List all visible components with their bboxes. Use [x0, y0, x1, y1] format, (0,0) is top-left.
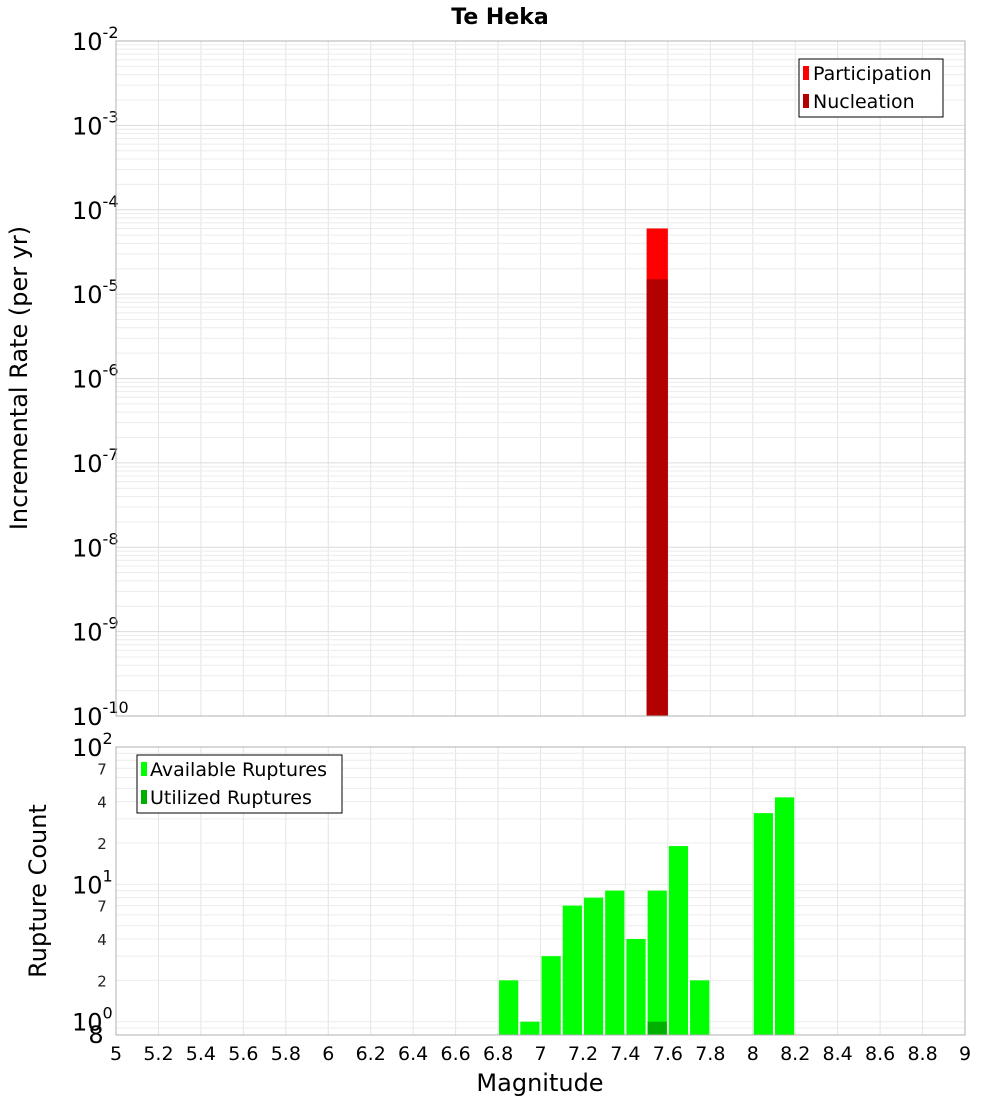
y-minor-tick-label: 7	[97, 760, 107, 778]
y-tick-label: 10-8	[72, 529, 119, 562]
x-tick-label: 6.2	[356, 1043, 386, 1065]
bar-available-ruptures	[605, 890, 625, 1035]
x-tick-label: 7.4	[610, 1043, 640, 1065]
count-panel: 100 101 102 8 2 4 7 2 4 7 5 5.2 5.4 5.6 5.8 6 6.2 6.4 6.6…	[24, 729, 971, 1097]
x-tick-label: 7.2	[568, 1043, 598, 1065]
legend-label-utilized-ruptures: Utilized Ruptures	[150, 787, 312, 809]
x-tick-label: 8.6	[865, 1043, 895, 1065]
count-legend-box	[136, 754, 343, 814]
y-tick-label: 10-6	[72, 361, 119, 394]
x-tick-label: 6.8	[483, 1043, 513, 1065]
y-minor-tick-label: 7	[97, 898, 107, 916]
count-bars	[499, 797, 795, 1035]
bar-available-ruptures	[668, 846, 689, 1035]
count-y-axis-label: Rupture Count	[24, 804, 52, 978]
bar-available-ruptures	[690, 980, 710, 1035]
bar-available-ruptures	[626, 939, 646, 1035]
y-tick-label: 100	[72, 1004, 113, 1037]
x-tick-label: 5.6	[228, 1043, 258, 1065]
chart-title: Te Heka	[451, 5, 548, 30]
y-tick-label: 10-10	[72, 698, 129, 731]
x-tick-label: 7	[534, 1043, 546, 1065]
x-tick-label: 8.8	[907, 1043, 937, 1065]
legend-swatch-available-ruptures	[141, 762, 147, 776]
y-tick-label: 10-9	[72, 614, 119, 647]
legend-swatch-nucleation	[803, 94, 809, 108]
y-tick-label: 10-3	[72, 107, 119, 140]
x-tick-label: 8.2	[780, 1043, 810, 1065]
bar-nucleation	[646, 279, 668, 716]
y-tick-label: 10-7	[72, 445, 119, 478]
bar-available-ruptures	[583, 897, 604, 1035]
legend-label-participation: Participation	[813, 63, 932, 85]
x-tick-label: 5	[110, 1043, 122, 1065]
x-tick-label: 8.4	[823, 1043, 853, 1065]
x-tick-labels: 5 5.2 5.4 5.6 5.8 6 6.2 6.4 6.6 6.8 7 7.2 7.4 7.6 7.8 8…	[110, 1043, 971, 1065]
legend-label-available-ruptures: Available Ruptures	[150, 759, 327, 781]
x-tick-label: 6.6	[440, 1043, 470, 1065]
legend-swatch-participation	[803, 66, 809, 80]
y-tick-label: 101	[72, 866, 113, 899]
x-tick-label: 8	[747, 1043, 759, 1065]
legend-swatch-utilized-ruptures	[141, 790, 147, 804]
x-tick-label: 9	[959, 1043, 971, 1065]
x-tick-label: 7.8	[695, 1043, 725, 1065]
x-tick-label: 6	[322, 1043, 334, 1065]
y-minor-tick-label: 2	[97, 835, 107, 853]
rate-grid	[115, 41, 966, 717]
x-tick-label: 5.2	[143, 1043, 173, 1065]
bar-available-ruptures	[647, 890, 667, 1035]
y-tick-label: 102	[72, 729, 113, 762]
x-axis-label: Magnitude	[476, 1069, 603, 1097]
y-tick-label: 10-5	[72, 276, 119, 309]
bar-available-ruptures	[520, 1021, 540, 1035]
y-tick-label: 10-4	[72, 192, 119, 225]
x-tick-label: 6.4	[398, 1043, 428, 1065]
bar-available-ruptures	[499, 980, 519, 1035]
x-tick-label: 5.8	[271, 1043, 301, 1065]
rate-bars	[646, 228, 668, 716]
bar-available-ruptures	[774, 797, 795, 1035]
rate-panel: 10-10 10-9 10-8 10-7 10-6 10-5 10-4 10-3 10-2 In…	[5, 23, 966, 731]
rate-y-axis-label: Incremental Rate (per yr)	[5, 226, 33, 530]
rate-legend-box	[798, 58, 944, 118]
bar-available-ruptures	[562, 905, 582, 1035]
y-minor-tick-label: 4	[97, 931, 107, 949]
rate-y-ticks: 10-10 10-9 10-8 10-7 10-6 10-5 10-4 10-3 10-2	[72, 23, 129, 731]
rate-legend: Participation Nucleation	[798, 58, 944, 118]
x-tick-label: 5.4	[186, 1043, 216, 1065]
count-legend: Available Ruptures Utilized Ruptures	[136, 754, 343, 814]
y-minor-tick-label: 8	[88, 1021, 103, 1049]
legend-label-nucleation: Nucleation	[813, 91, 915, 113]
bar-available-ruptures	[753, 813, 773, 1035]
y-minor-tick-label: 4	[97, 794, 107, 812]
bar-available-ruptures	[541, 956, 561, 1035]
bar-utilized-ruptures	[647, 1021, 667, 1035]
y-minor-tick-label: 2	[97, 972, 107, 990]
count-y-ticks: 100 101 102 8 2 4 7 2 4 7	[72, 729, 113, 1049]
y-tick-label: 10-2	[72, 23, 119, 56]
x-tick-label: 7.6	[653, 1043, 683, 1065]
count-grid	[115, 746, 966, 1036]
